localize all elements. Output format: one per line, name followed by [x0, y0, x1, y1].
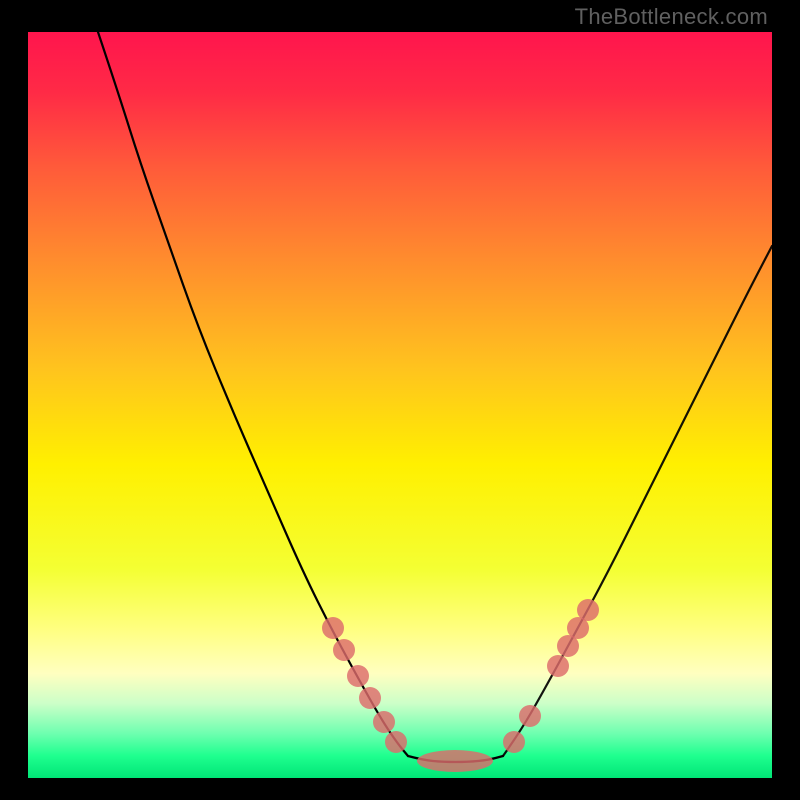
marker-dot	[519, 705, 541, 727]
marker-dot	[373, 711, 395, 733]
chart-svg	[28, 32, 772, 778]
watermark: TheBottleneck.com	[575, 4, 768, 30]
marker-dot	[385, 731, 407, 753]
frame-left	[0, 0, 28, 800]
marker-dot	[359, 687, 381, 709]
marker-dot	[322, 617, 344, 639]
gradient-bg	[28, 32, 772, 778]
marker-dot	[333, 639, 355, 661]
marker-dot	[503, 731, 525, 753]
frame-right	[772, 0, 800, 800]
marker-dot	[347, 665, 369, 687]
marker-pill	[417, 750, 493, 772]
bottleneck-chart	[28, 32, 772, 778]
marker-dot	[547, 655, 569, 677]
frame-bottom	[0, 778, 800, 800]
marker-dot	[577, 599, 599, 621]
